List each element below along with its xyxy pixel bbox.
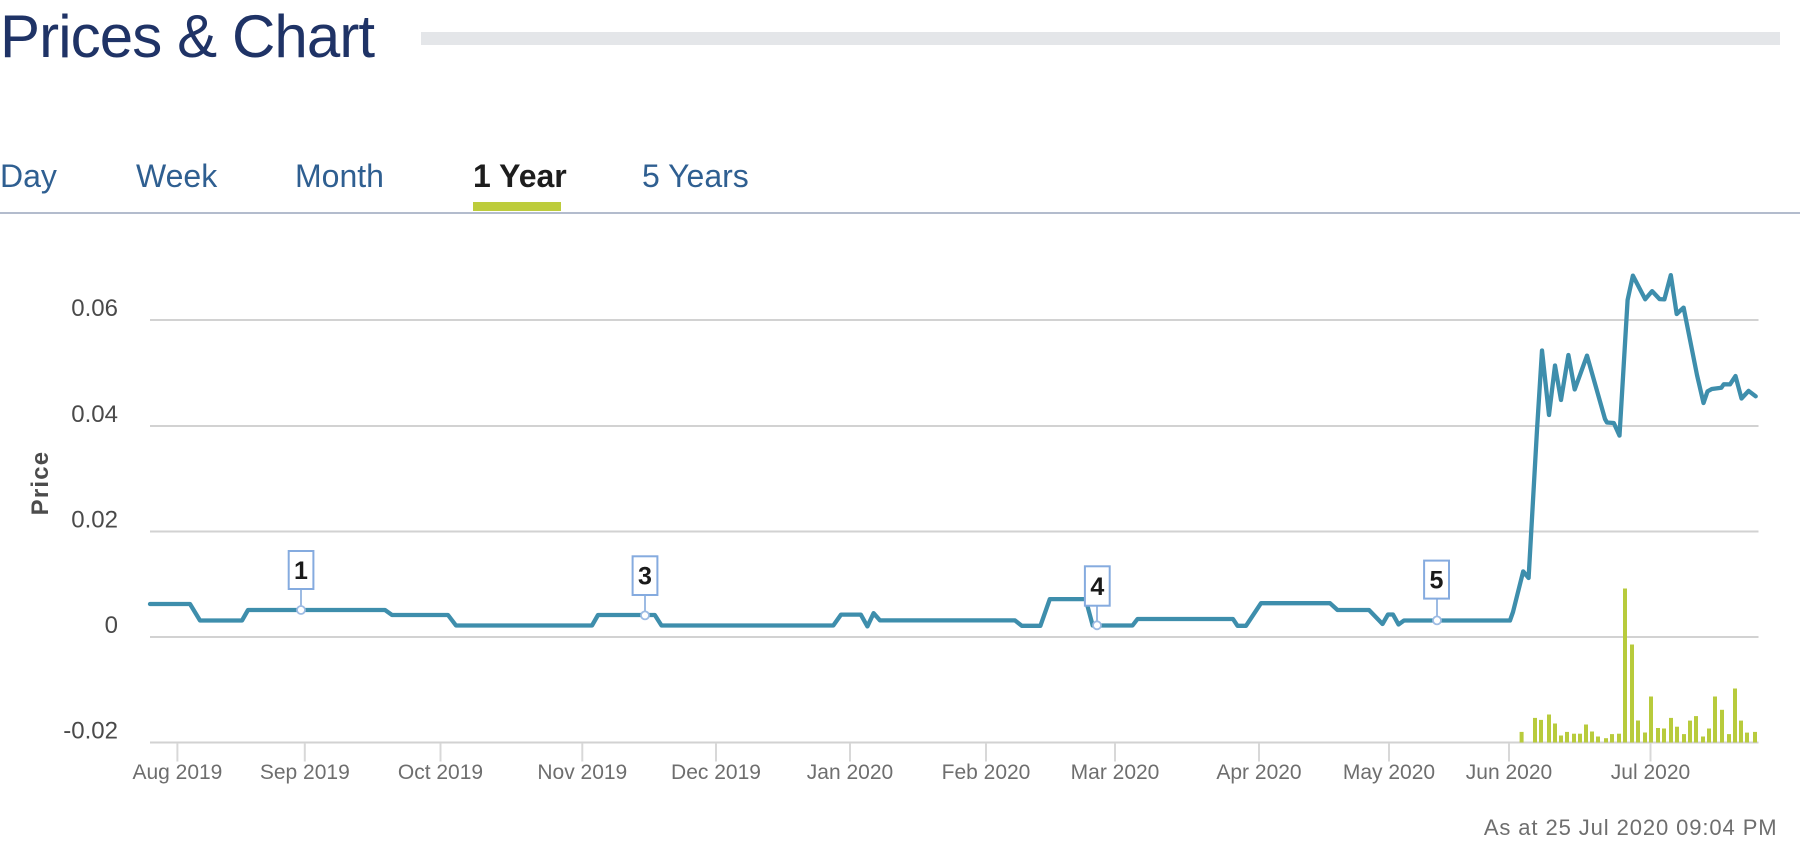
svg-text:Nov 2019: Nov 2019 [537, 761, 627, 784]
svg-text:Aug 2019: Aug 2019 [132, 761, 222, 784]
svg-text:Jul 2020: Jul 2020 [1611, 761, 1690, 784]
svg-text:0.02: 0.02 [71, 507, 118, 534]
svg-text:0.06: 0.06 [71, 295, 118, 322]
svg-text:4: 4 [1090, 573, 1104, 601]
svg-text:Feb 2020: Feb 2020 [942, 761, 1031, 784]
svg-text:May 2020: May 2020 [1343, 761, 1435, 784]
svg-text:-0.02: -0.02 [63, 718, 118, 745]
svg-text:0.04: 0.04 [71, 401, 118, 428]
svg-text:Price: Price [27, 451, 54, 516]
svg-text:Dec 2019: Dec 2019 [671, 761, 761, 784]
svg-text:Sep 2019: Sep 2019 [260, 761, 350, 784]
svg-text:0: 0 [105, 612, 118, 639]
svg-text:Apr 2020: Apr 2020 [1216, 761, 1301, 784]
svg-text:Oct 2019: Oct 2019 [398, 761, 483, 784]
svg-text:3: 3 [638, 563, 652, 591]
svg-text:Mar 2020: Mar 2020 [1071, 761, 1160, 784]
svg-text:5: 5 [1430, 567, 1444, 595]
svg-text:Jan 2020: Jan 2020 [807, 761, 893, 784]
svg-text:1: 1 [294, 557, 308, 585]
svg-text:Jun 2020: Jun 2020 [1466, 761, 1552, 784]
svg-text:As at 25 Jul 2020 09:04 PM: As at 25 Jul 2020 09:04 PM [1484, 815, 1778, 840]
